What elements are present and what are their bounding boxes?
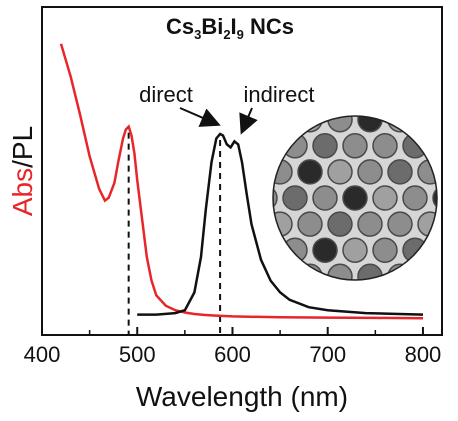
- nanocrystal-particle: [357, 211, 383, 237]
- x-tick-label-700: 700: [309, 342, 346, 367]
- nanocrystal-particle: [297, 116, 323, 133]
- x-tick-label-800: 800: [405, 342, 442, 367]
- nanocrystal-particle: [273, 185, 278, 211]
- x-tick-label-600: 600: [214, 342, 251, 367]
- series-abs-line: [59, 43, 424, 320]
- nanocrystal-particle: [342, 237, 368, 263]
- arrow-indirect: [239, 107, 258, 135]
- nanocrystal-particle: [312, 185, 338, 211]
- nanocrystal-particle: [282, 133, 308, 159]
- x-axis-title: Wavelength (nm): [136, 381, 348, 412]
- nanocrystal-particle: [357, 159, 383, 185]
- nanocrystal-particle: [282, 185, 308, 211]
- nanocrystal-particle: [372, 185, 398, 211]
- nanocrystal-particle: [387, 211, 413, 237]
- nanocrystal-particle: [297, 211, 323, 237]
- y-axis-title: Abs/PL: [7, 126, 38, 216]
- arrow-direct: [179, 107, 221, 127]
- series-pl-line: [137, 132, 424, 316]
- nanocrystal-particle: [342, 185, 368, 211]
- nanocrystal-particle: [387, 116, 413, 133]
- nanocrystal-particle: [402, 133, 428, 159]
- tem-inset-image: [272, 115, 438, 281]
- x-tick-label-400: 400: [24, 342, 61, 367]
- annotation-direct: direct: [139, 82, 193, 107]
- nanocrystal-particle: [327, 211, 353, 237]
- nanocrystal-particle: [402, 185, 428, 211]
- nanocrystal-particle: [312, 237, 338, 263]
- annotation-indirect: indirect: [244, 82, 315, 107]
- y-axis-title-sep: /: [7, 160, 38, 168]
- nanocrystal-particle: [387, 263, 413, 280]
- nanocrystal-particle: [402, 237, 428, 263]
- y-axis-title-pl: PL: [7, 126, 38, 160]
- nanocrystal-particle: [312, 133, 338, 159]
- nanocrystal-particle: [297, 263, 323, 280]
- y-axis-title-abs: Abs: [7, 168, 38, 216]
- nanocrystal-particle: [387, 159, 413, 185]
- x-axis-ticks: [41, 327, 424, 335]
- nanocrystal-particle: [327, 159, 353, 185]
- nanocrystal-particle: [342, 133, 368, 159]
- chart-title: Cs3Bi2I9 NCs: [166, 14, 294, 42]
- nanocrystal-particle: [372, 237, 398, 263]
- nanocrystal-particle: [282, 237, 308, 263]
- nanocrystal-particle: [297, 159, 323, 185]
- x-tick-label-500: 500: [119, 342, 156, 367]
- nanocrystal-particle: [372, 133, 398, 159]
- plot-frame: [41, 6, 443, 336]
- nanocrystal-particle: [432, 185, 437, 211]
